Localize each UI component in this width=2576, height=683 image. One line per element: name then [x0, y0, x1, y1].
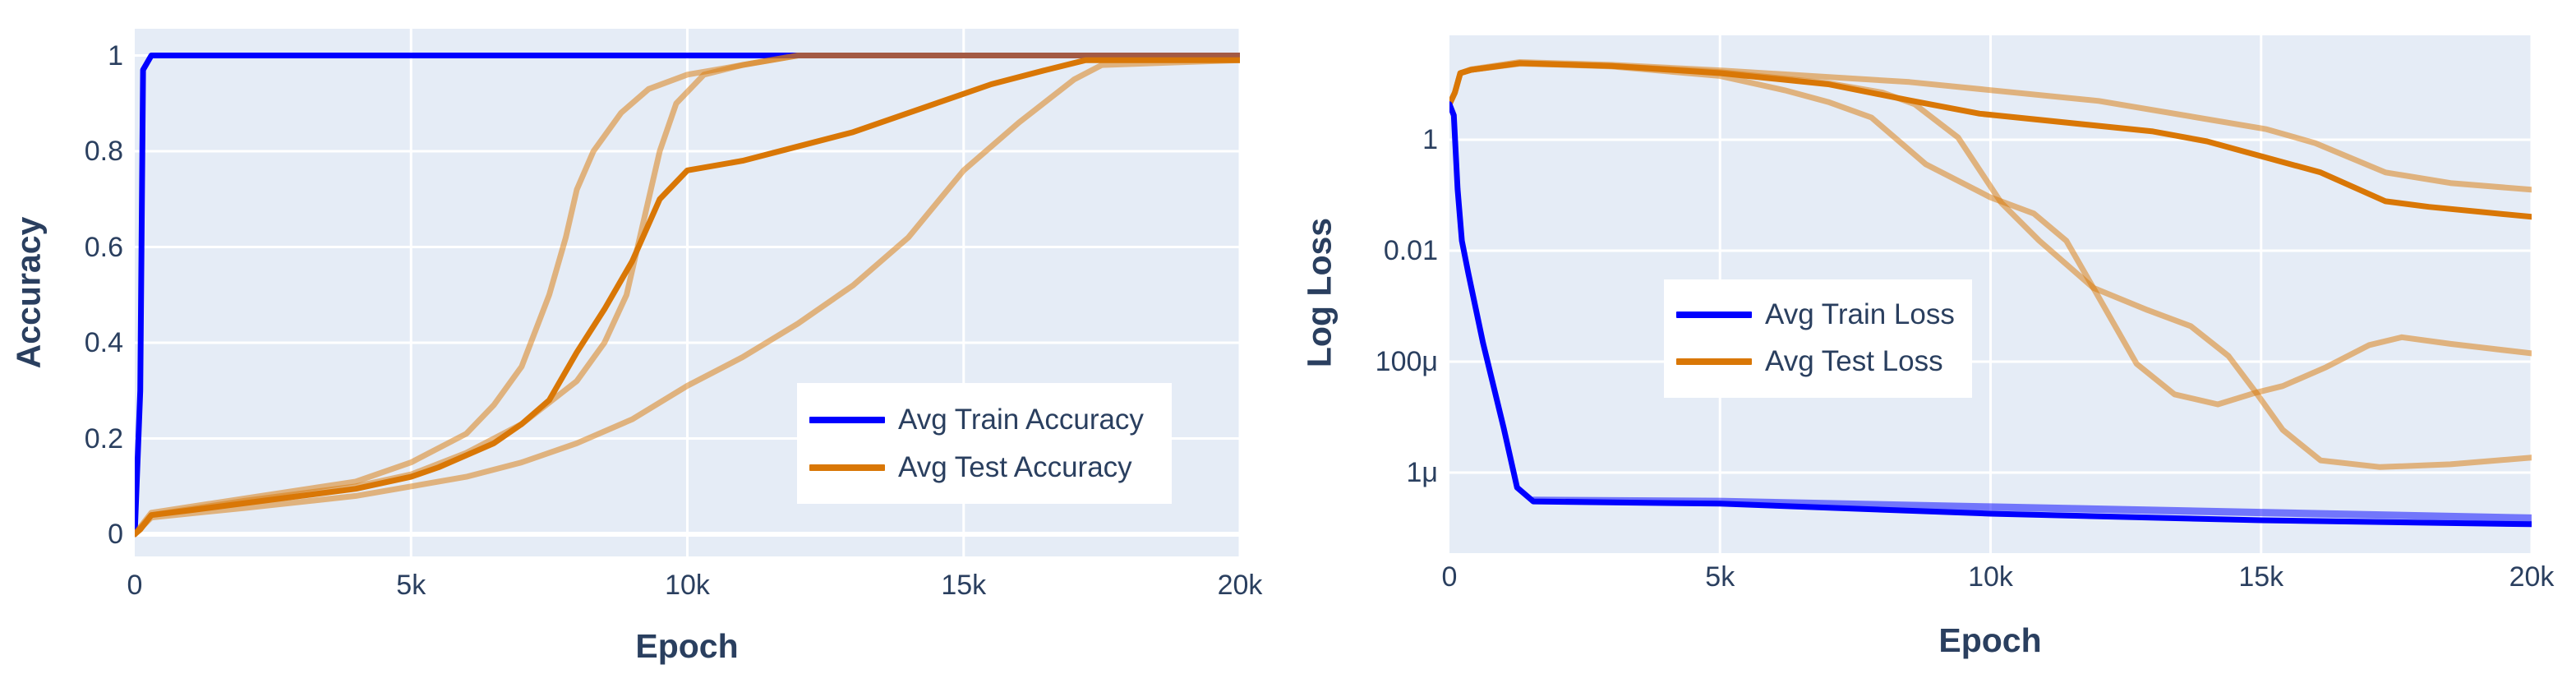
loss-x-axis-title: Epoch	[1938, 621, 2042, 659]
accuracy-y-axis-title: Accuracy	[9, 216, 48, 369]
legend-swatch-train	[809, 417, 885, 423]
y-tick-label: 1	[1422, 124, 1438, 155]
y-tick-label: 1	[108, 39, 123, 72]
legend-label-test-loss: Avg Test Loss	[1765, 345, 1943, 377]
x-tick-label: 5k	[1705, 561, 1735, 593]
legend-item-train-accuracy[interactable]: Avg Train Accuracy	[797, 404, 1144, 436]
legend-item-test-loss[interactable]: Avg Test Loss	[1664, 345, 1943, 378]
x-tick-label: 0	[1441, 561, 1458, 593]
legend-swatch-train	[1676, 312, 1752, 318]
series-line[interactable]	[135, 53, 1240, 538]
series-line[interactable]	[1449, 60, 2532, 220]
legend-item-test-accuracy[interactable]: Avg Test Accuracy	[797, 451, 1132, 484]
series-line[interactable]	[135, 57, 1240, 538]
loss-chart: 1 0.01 100μ 1μ 0 5k 10k 15k 20k Log Loss Epoch …	[1288, 0, 2576, 683]
x-tick-label: 10k	[1968, 561, 2013, 593]
x-tick-label: 0	[127, 570, 143, 601]
x-tick-label: 10k	[665, 570, 710, 601]
legend-label-train-accuracy: Avg Train Accuracy	[898, 404, 1144, 436]
accuracy-plot-svg	[135, 29, 1242, 556]
accuracy-chart: 0 0.2 0.4 0.6 0.8 1 0 5k 10k 15k 20k Accuracy Epo…	[9, 29, 1263, 665]
x-tick-label: 15k	[2238, 561, 2284, 593]
y-tick-label: 0.01	[1383, 235, 1438, 266]
accuracy-legend[interactable]: Avg Train Accuracy Avg Test Accuracy	[797, 383, 1172, 504]
series-line[interactable]	[135, 57, 1240, 538]
y-tick-label: 0	[108, 519, 123, 550]
legend-label-train-loss: Avg Train Loss	[1765, 298, 1955, 330]
loss-legend[interactable]: Avg Train Loss Avg Test Loss	[1664, 279, 1972, 398]
x-tick-label: 15k	[941, 570, 987, 601]
x-tick-label: 5k	[396, 570, 426, 601]
y-tick-label: 0.6	[84, 231, 123, 263]
series-line[interactable]	[1449, 101, 2532, 528]
legend-swatch-test	[809, 464, 885, 471]
y-tick-label: 0.2	[84, 422, 123, 455]
loss-y-axis-title: Log Loss	[1300, 217, 1339, 368]
series-line[interactable]	[135, 53, 1240, 538]
legend-item-train-loss[interactable]: Avg Train Loss	[1664, 298, 1955, 331]
x-tick-label: 20k	[2509, 561, 2555, 593]
y-tick-label: 1μ	[1406, 457, 1439, 488]
accuracy-x-axis-title: Epoch	[635, 627, 739, 665]
x-tick-label: 20k	[1217, 570, 1263, 601]
legend-swatch-test	[1676, 358, 1752, 365]
y-tick-label: 100μ	[1375, 346, 1438, 377]
legend-label-test-accuracy: Avg Test Accuracy	[898, 451, 1132, 483]
y-tick-label: 0.4	[84, 327, 123, 358]
y-tick-label: 0.8	[84, 136, 123, 167]
